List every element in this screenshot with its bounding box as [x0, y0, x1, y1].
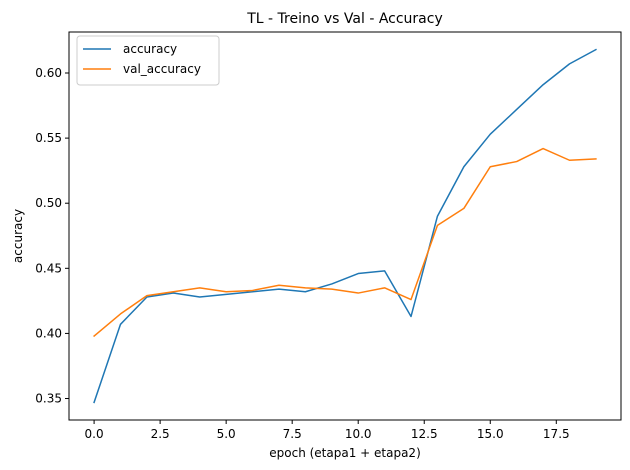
- plot-area: [68, 31, 622, 421]
- y-tick-label: 0.40: [35, 326, 62, 340]
- y-axis-label: accuracy: [11, 209, 25, 263]
- y-tick-label: 0.55: [35, 131, 62, 145]
- x-axis-label: epoch (etapa1 + etapa2): [269, 446, 421, 460]
- x-tick-label: 12.5: [411, 427, 438, 441]
- x-tick-label: 5.0: [217, 427, 236, 441]
- legend: accuracy val_accuracy: [76, 35, 220, 86]
- x-tick-label: 10.0: [345, 427, 372, 441]
- x-tick-label: 2.5: [151, 427, 170, 441]
- legend-label-val-accuracy: val_accuracy: [123, 62, 201, 76]
- series-lines: [93, 48, 597, 404]
- y-tick-label: 0.35: [35, 392, 62, 406]
- y-tick-label: 0.50: [35, 196, 62, 210]
- chart-title: TL - Treino vs Val - Accuracy: [246, 11, 443, 27]
- x-tick-label: 7.5: [283, 427, 302, 441]
- x-tick-label: 17.5: [543, 427, 570, 441]
- y-axis-ticks: 0.35 0.40 0.45 0.50 0.55 0.60: [35, 66, 69, 406]
- legend-label-accuracy: accuracy: [123, 42, 177, 56]
- y-tick-label: 0.60: [35, 66, 62, 80]
- x-tick-label: 15.0: [477, 427, 504, 441]
- series-line-accuracy: [93, 48, 597, 404]
- plot-frame: [68, 31, 622, 421]
- x-axis-ticks: 0.0 2.5 5.0 7.5 10.0 12.5 15.0 17.5: [85, 420, 570, 441]
- legend-box: [76, 35, 220, 86]
- series-line-val-accuracy: [93, 147, 597, 338]
- y-tick-label: 0.45: [35, 261, 62, 275]
- x-tick-label: 0.0: [85, 427, 104, 441]
